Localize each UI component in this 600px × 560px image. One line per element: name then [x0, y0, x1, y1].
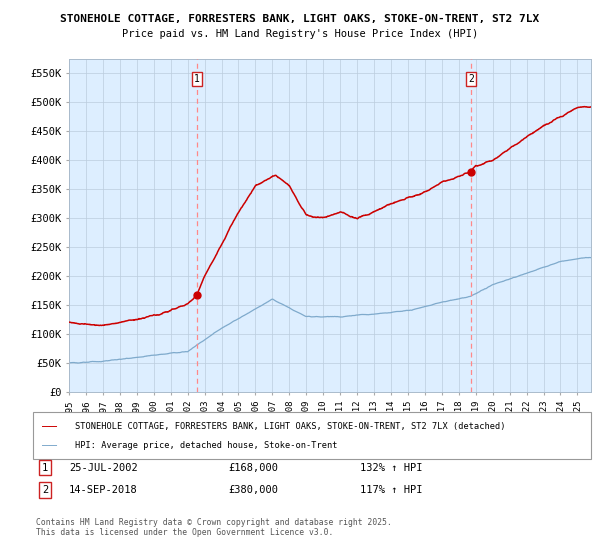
Text: 2: 2 [42, 485, 48, 495]
Text: Contains HM Land Registry data © Crown copyright and database right 2025.
This d: Contains HM Land Registry data © Crown c… [36, 518, 392, 538]
Text: 14-SEP-2018: 14-SEP-2018 [69, 485, 138, 495]
Text: 132% ↑ HPI: 132% ↑ HPI [360, 463, 422, 473]
Text: Price paid vs. HM Land Registry's House Price Index (HPI): Price paid vs. HM Land Registry's House … [122, 29, 478, 39]
Text: 1: 1 [194, 74, 200, 84]
Text: £380,000: £380,000 [228, 485, 278, 495]
Text: 117% ↑ HPI: 117% ↑ HPI [360, 485, 422, 495]
Text: HPI: Average price, detached house, Stoke-on-Trent: HPI: Average price, detached house, Stok… [75, 441, 337, 450]
Text: 2: 2 [468, 74, 474, 84]
Text: £168,000: £168,000 [228, 463, 278, 473]
Text: 1: 1 [42, 463, 48, 473]
Text: STONEHOLE COTTAGE, FORRESTERS BANK, LIGHT OAKS, STOKE-ON-TRENT, ST2 7LX (detache: STONEHOLE COTTAGE, FORRESTERS BANK, LIGH… [75, 422, 505, 431]
Text: ——: —— [42, 419, 57, 433]
Text: ——: —— [42, 440, 57, 452]
Text: 25-JUL-2002: 25-JUL-2002 [69, 463, 138, 473]
Text: STONEHOLE COTTAGE, FORRESTERS BANK, LIGHT OAKS, STOKE-ON-TRENT, ST2 7LX: STONEHOLE COTTAGE, FORRESTERS BANK, LIGH… [61, 14, 539, 24]
